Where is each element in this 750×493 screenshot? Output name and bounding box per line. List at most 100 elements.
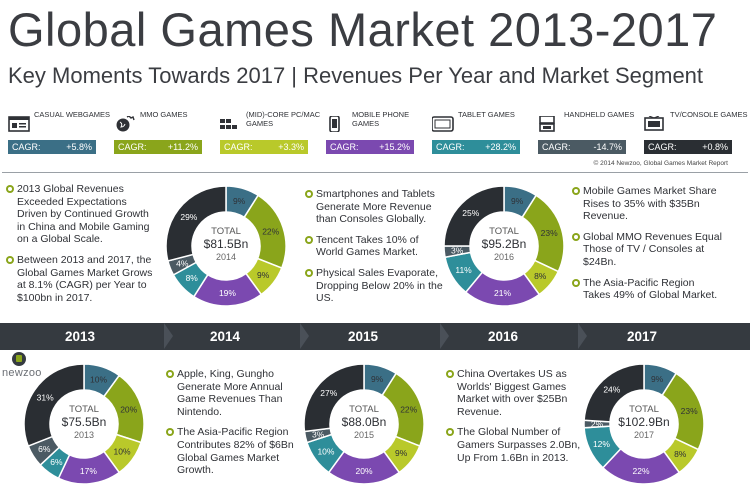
note-text: Tencent Takes 10% of World Games Market. — [316, 233, 419, 259]
donut-center-label: 2013 — [74, 430, 94, 440]
segment-legend: CASUAL WEBGAMES CAGR: +5.8% MMO GAMES CAG… — [0, 110, 750, 160]
bullet-icon — [166, 370, 174, 378]
note-text: Smartphones and Tablets Generate More Re… — [316, 188, 435, 226]
note-text: Physical Sales Evaporate, Dropping Below… — [316, 266, 443, 305]
bullet-icon — [572, 278, 580, 287]
segment-midcore-pc-mac: (MID)-CORE PC/MAC GAMES CAGR: +3.3% — [220, 110, 320, 156]
slice-label: 10% — [114, 447, 131, 457]
slice-label: 21% — [494, 288, 511, 298]
segment-mmo-games: MMO GAMES CAGR: +11.2% — [114, 110, 209, 156]
notes-2016: China Overtakes US as Worlds' Biggest Ga… — [446, 368, 586, 472]
globe-icon — [116, 116, 135, 132]
cagr-label: CAGR: — [542, 142, 571, 152]
note-text: Apple, King, Gungho Generate More Annual… — [177, 368, 283, 418]
cagr-badge: CAGR: +11.2% — [114, 140, 202, 154]
segment-handheld: HANDHELD GAMES CAGR: -14.7% — [538, 110, 634, 156]
note-item: Tencent Takes 10% of World Games Market. — [305, 234, 445, 259]
note-text: Between 2013 and 2017, the Global Games … — [17, 253, 153, 304]
year-label: 2013 — [64, 329, 96, 344]
slice-label: 20% — [355, 466, 372, 476]
year-label: 2015 — [347, 329, 379, 344]
donut-center-label: $81.5Bn — [204, 237, 249, 251]
slice-label: 2% — [591, 419, 604, 429]
logo-wordmark: newzoo — [2, 367, 42, 379]
cagr-label: CAGR: — [436, 142, 465, 152]
slice-label: 9% — [511, 196, 524, 206]
cagr-label: CAGR: — [330, 142, 359, 152]
slice-label: 9% — [651, 374, 664, 384]
year-label: 2017 — [626, 329, 658, 344]
slice-label: 22% — [400, 404, 417, 414]
note-text: Mobile Games Market Share Rises to 35% w… — [583, 185, 717, 223]
donut-center-label: 2017 — [634, 430, 654, 440]
cagr-value: +0.8% — [702, 142, 728, 152]
donut-center-label: $102.9Bn — [618, 415, 669, 429]
slice-label: 20% — [120, 404, 137, 414]
cagr-badge: CAGR: +28.2% — [432, 140, 520, 154]
notes-2015: Smartphones and Tablets Generate More Re… — [305, 188, 445, 313]
donut-chart-2016: 9% 23% 8% 21% 11% 3% 25% TOTAL $95.2Bn 2016 — [438, 178, 570, 316]
donut-center-label: $95.2Bn — [482, 237, 527, 251]
bullet-icon — [6, 255, 14, 264]
donut-slice — [165, 185, 227, 262]
donut-chart-2014: 9% 22% 9% 19% 8% 4% 29% TOTAL $81.5Bn 2014 — [160, 178, 292, 316]
slice-label: 9% — [371, 374, 384, 384]
donut-center-label: $75.5Bn — [62, 415, 107, 429]
slice-label: 19% — [219, 288, 236, 298]
slice-label: 23% — [681, 406, 698, 416]
donut-center-label: TOTAL — [489, 226, 519, 237]
browser-icon — [8, 116, 30, 132]
slice-label: 25% — [462, 208, 479, 218]
segment-name: TV/CONSOLE GAMES — [670, 110, 748, 119]
slice-label: 31% — [37, 393, 54, 403]
donut-slice — [303, 363, 365, 433]
note-item: Mobile Games Market Share Rises to 35% w… — [572, 185, 722, 223]
slice-label: 29% — [180, 212, 197, 222]
note-text: China Overtakes US as Worlds' Biggest Ga… — [457, 368, 568, 418]
segment-name: (MID)-CORE PC/MAC GAMES — [246, 110, 321, 128]
slice-label: 3% — [312, 429, 325, 439]
note-text: Global MMO Revenues Equal Those of TV / … — [583, 230, 722, 268]
cagr-value: +3.3% — [278, 142, 304, 152]
note-item: The Asia-Pacific Region Contributes 82% … — [166, 426, 301, 476]
note-item: Smartphones and Tablets Generate More Re… — [305, 188, 445, 226]
slice-label: 6% — [50, 457, 63, 467]
note-item: 2013 Global Revenues Exceeded Expectatio… — [6, 183, 156, 246]
cagr-label: CAGR: — [648, 142, 677, 152]
segment-name: HANDHELD GAMES — [564, 110, 635, 119]
slice-label: 23% — [541, 228, 558, 238]
note-item: Global MMO Revenues Equal Those of TV / … — [572, 231, 722, 269]
phone-icon — [329, 116, 340, 132]
cagr-value: +15.2% — [379, 142, 410, 152]
logo-mark-icon — [12, 352, 26, 366]
donut-center-label: TOTAL — [211, 226, 241, 237]
divider — [2, 172, 748, 173]
cagr-badge: CAGR: +5.8% — [8, 140, 96, 154]
note-item: The Asia-Pacific Region Takes 49% of Glo… — [572, 277, 722, 302]
note-text: The Global Number of Gamers Surpasses 2.… — [457, 426, 581, 464]
newzoo-logo: newzoo — [2, 352, 60, 382]
bullet-icon — [446, 370, 454, 378]
slice-label: 24% — [603, 385, 620, 395]
bullet-icon — [305, 268, 313, 277]
bullet-icon — [446, 428, 454, 437]
segment-name: TABLET GAMES — [458, 110, 515, 119]
slice-label: 10% — [90, 374, 107, 384]
slice-label: 9% — [257, 270, 270, 280]
year-label: 2014 — [209, 329, 241, 344]
year-divider — [578, 323, 587, 349]
segment-tablet: TABLET GAMES CAGR: +28.2% — [432, 110, 527, 156]
slice-label: 27% — [320, 388, 337, 398]
donut-slice — [23, 363, 85, 448]
year-divider — [164, 323, 173, 349]
page-title: Global Games Market 2013-2017 — [8, 3, 718, 56]
note-item: Physical Sales Evaporate, Dropping Below… — [305, 267, 445, 305]
slice-label: 12% — [593, 439, 610, 449]
cagr-value: -14.7% — [593, 142, 622, 152]
donut-slice — [583, 363, 645, 423]
slice-label: 4% — [176, 258, 189, 268]
note-text: 2013 Global Revenues Exceeded Expectatio… — [17, 183, 150, 246]
notes-2017: Mobile Games Market Share Rises to 35% w… — [572, 185, 722, 310]
